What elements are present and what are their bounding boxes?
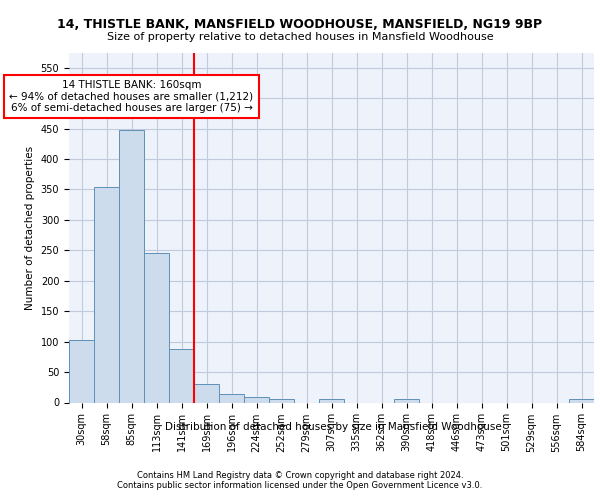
Bar [144,253,169,402]
Bar [69,340,94,402]
Bar [319,400,344,402]
Bar [569,400,594,402]
Bar [94,187,119,402]
Text: Distribution of detached houses by size in Mansfield Woodhouse: Distribution of detached houses by size … [164,422,502,432]
Bar [119,130,144,402]
Bar [169,349,194,403]
Text: 14 THISTLE BANK: 160sqm
← 94% of detached houses are smaller (1,212)
6% of semi-: 14 THISTLE BANK: 160sqm ← 94% of detache… [10,80,254,113]
Bar [194,384,219,402]
Text: Contains HM Land Registry data © Crown copyright and database right 2024.: Contains HM Land Registry data © Crown c… [137,471,463,480]
Text: Contains public sector information licensed under the Open Government Licence v3: Contains public sector information licen… [118,481,482,490]
Text: Size of property relative to detached houses in Mansfield Woodhouse: Size of property relative to detached ho… [107,32,493,42]
Bar [269,400,294,402]
Bar [244,397,269,402]
Bar [394,400,419,402]
Bar [219,394,244,402]
Y-axis label: Number of detached properties: Number of detached properties [25,146,35,310]
Text: 14, THISTLE BANK, MANSFIELD WOODHOUSE, MANSFIELD, NG19 9BP: 14, THISTLE BANK, MANSFIELD WOODHOUSE, M… [58,18,542,30]
